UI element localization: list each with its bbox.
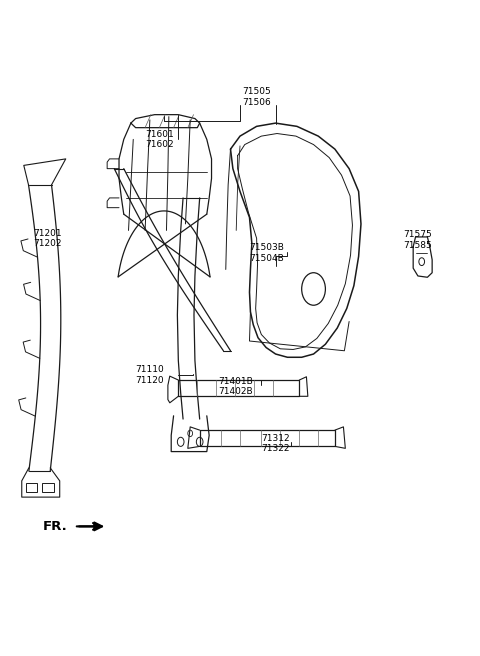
Text: 71201
71202: 71201 71202 <box>34 228 62 248</box>
Text: 71312
71322: 71312 71322 <box>261 434 290 453</box>
Text: 71110
71120: 71110 71120 <box>136 365 164 384</box>
Text: 71503B
71504B: 71503B 71504B <box>250 243 284 263</box>
Bar <box>25 483 37 492</box>
Text: 71505
71506: 71505 71506 <box>242 87 271 107</box>
Text: FR.: FR. <box>43 520 68 533</box>
Text: 71401B
71402B: 71401B 71402B <box>219 377 253 396</box>
Bar <box>42 483 54 492</box>
Text: 71601
71602: 71601 71602 <box>145 130 174 149</box>
Text: 71575
71585: 71575 71585 <box>404 230 432 250</box>
